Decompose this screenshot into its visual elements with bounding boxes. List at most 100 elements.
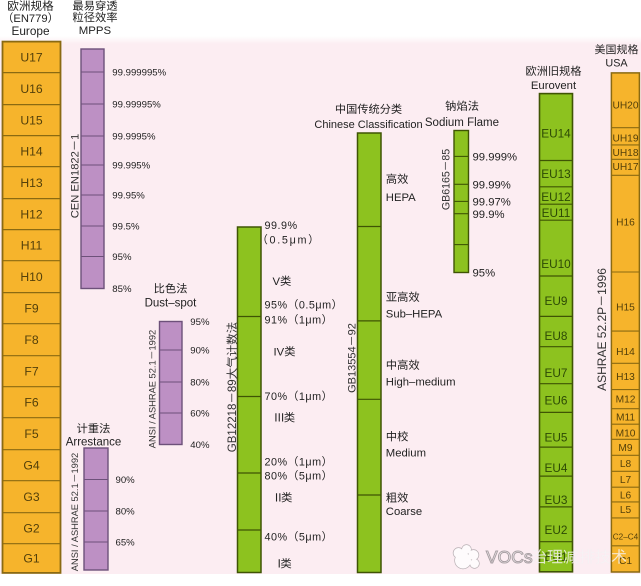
svg-text:99.99%: 99.99% <box>473 180 511 192</box>
svg-text:H10: H10 <box>20 270 43 284</box>
svg-text:91%: 91% <box>265 314 288 326</box>
svg-text:1996: 1996 <box>595 268 609 295</box>
svg-text:99.999%: 99.999% <box>473 152 518 164</box>
svg-text:U17: U17 <box>20 50 43 64</box>
svg-text:EU6: EU6 <box>545 394 568 408</box>
svg-text:M11: M11 <box>616 413 635 424</box>
svg-text:U16: U16 <box>20 82 43 96</box>
svg-text:EN779: EN779 <box>13 13 47 25</box>
svg-text:UH19: UH19 <box>612 134 638 145</box>
svg-text:5μm: 5μm <box>299 470 322 482</box>
svg-text:USA: USA <box>605 57 628 69</box>
svg-text:EU13: EU13 <box>541 167 571 181</box>
svg-text:Europe: Europe <box>12 24 50 38</box>
svg-text:Dust–spot: Dust–spot <box>145 298 198 310</box>
svg-text:EU14: EU14 <box>541 127 571 141</box>
svg-text:GB12218: GB12218 <box>227 404 239 453</box>
svg-text:65%: 65% <box>116 537 136 548</box>
svg-text:95%: 95% <box>265 299 288 311</box>
svg-text:H14: H14 <box>616 347 635 358</box>
svg-text:G2: G2 <box>23 522 39 536</box>
svg-text:H11: H11 <box>21 238 43 252</box>
svg-text:Medium: Medium <box>386 448 426 460</box>
svg-text:20%: 20% <box>265 456 288 468</box>
svg-text:High–medium: High–medium <box>386 377 456 389</box>
svg-text:90%: 90% <box>116 475 136 486</box>
svg-text:V: V <box>273 276 281 288</box>
svg-text:EU3: EU3 <box>545 493 568 507</box>
svg-text:70%: 70% <box>265 391 288 403</box>
svg-text:40%: 40% <box>190 440 210 451</box>
svg-text:F7: F7 <box>24 365 38 379</box>
svg-text:0.5μm: 0.5μm <box>270 234 309 246</box>
svg-text:90%: 90% <box>190 345 210 356</box>
svg-text:L5: L5 <box>620 505 632 516</box>
svg-text:H15: H15 <box>616 303 635 314</box>
svg-text:MPPS: MPPS <box>79 25 112 37</box>
svg-text:EU7: EU7 <box>545 366 568 380</box>
svg-text:VOCs: VOCs <box>486 547 533 567</box>
svg-text:M12: M12 <box>616 395 636 406</box>
svg-text:H12: H12 <box>20 207 43 221</box>
svg-text:L8: L8 <box>620 459 632 470</box>
svg-text:G3: G3 <box>23 490 39 504</box>
svg-text:0.5μm: 0.5μm <box>299 299 332 311</box>
svg-text:Sub–HEPA: Sub–HEPA <box>386 309 443 321</box>
svg-text:U15: U15 <box>20 113 43 127</box>
svg-text:EU11: EU11 <box>542 206 571 220</box>
svg-text:C2–C4: C2–C4 <box>613 532 639 541</box>
svg-text:GB6165: GB6165 <box>440 171 452 210</box>
svg-text:ANSI / ASHRAE 52.1: ANSI / ASHRAE 52.1 <box>70 483 80 571</box>
svg-text:Eurovent: Eurovent <box>531 80 577 92</box>
svg-text:80%: 80% <box>116 506 136 517</box>
svg-text:H16: H16 <box>616 217 635 228</box>
svg-text:85%: 85% <box>112 284 132 295</box>
svg-text:M10: M10 <box>616 429 636 440</box>
svg-text:60%: 60% <box>190 408 210 419</box>
svg-text:99.5%: 99.5% <box>112 221 140 232</box>
svg-text:99.99995%: 99.99995% <box>112 99 161 110</box>
svg-text:1992: 1992 <box>70 453 80 474</box>
svg-text:95%: 95% <box>473 268 496 280</box>
svg-text:F8: F8 <box>24 333 38 347</box>
svg-text:99.97%: 99.97% <box>473 197 511 209</box>
svg-text:EU10: EU10 <box>541 257 571 271</box>
svg-text:F5: F5 <box>24 427 38 441</box>
svg-text:80%: 80% <box>190 377 210 388</box>
svg-text:5μm: 5μm <box>299 531 322 543</box>
svg-text:H14: H14 <box>20 144 43 158</box>
svg-text:H13: H13 <box>616 372 635 383</box>
svg-text:95%: 95% <box>190 317 210 328</box>
svg-text:UH17: UH17 <box>612 162 638 173</box>
svg-text:H13: H13 <box>20 176 43 190</box>
svg-text:F6: F6 <box>24 396 38 410</box>
svg-text:92: 92 <box>347 323 359 335</box>
svg-text:EU4: EU4 <box>545 461 568 475</box>
svg-text:99.999995%: 99.999995% <box>112 67 166 78</box>
svg-text:99.995%: 99.995% <box>112 160 150 171</box>
svg-text:G1: G1 <box>23 552 39 566</box>
svg-text:89: 89 <box>227 379 239 392</box>
svg-text:95%: 95% <box>112 252 132 263</box>
svg-text:99.9995%: 99.9995% <box>112 131 156 142</box>
svg-text:99.9%: 99.9% <box>265 220 298 232</box>
svg-text:99.95%: 99.95% <box>112 190 145 201</box>
svg-text:EU9: EU9 <box>545 294 568 308</box>
svg-text:UH20: UH20 <box>612 101 638 112</box>
svg-text:EU8: EU8 <box>545 329 568 343</box>
svg-text:1μm: 1μm <box>299 456 322 468</box>
svg-text:EU5: EU5 <box>545 431 568 445</box>
svg-text:1μm: 1μm <box>299 314 322 326</box>
svg-text:80%: 80% <box>265 470 288 482</box>
svg-text:F9: F9 <box>24 301 38 315</box>
svg-text:ASHRAE 52.2P: ASHRAE 52.2P <box>595 307 609 391</box>
svg-text:ANSI / ASHRAE 52.1: ANSI / ASHRAE 52.1 <box>147 360 157 448</box>
svg-text:Chinese Classification: Chinese Classification <box>314 119 422 131</box>
svg-text:1μm: 1μm <box>299 391 322 403</box>
svg-text:GB13554: GB13554 <box>347 346 359 392</box>
svg-text:Sodium Flame: Sodium Flame <box>425 117 499 129</box>
svg-text:L7: L7 <box>620 475 632 486</box>
svg-text:Coarse: Coarse <box>386 506 422 518</box>
svg-text:85: 85 <box>440 149 452 161</box>
svg-text:G4: G4 <box>23 459 39 473</box>
